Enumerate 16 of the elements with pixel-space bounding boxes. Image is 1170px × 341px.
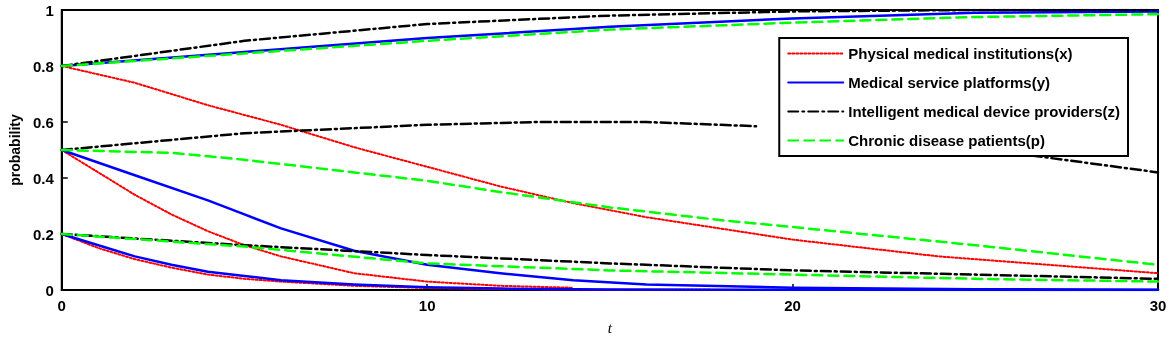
x-tick-label: 0 bbox=[57, 297, 66, 314]
legend-label: Intelligent medical device providers(z) bbox=[848, 103, 1121, 120]
y-tick-label: 0.4 bbox=[32, 169, 55, 187]
legend-label: Chronic disease patients(p) bbox=[848, 132, 1045, 149]
x-tick-label: 30 bbox=[1149, 297, 1167, 314]
x-tick-label: 10 bbox=[418, 297, 436, 314]
x-axis-title: t bbox=[607, 319, 613, 336]
y-tick-label: 0.6 bbox=[32, 113, 54, 131]
y-tick-label: 0.2 bbox=[32, 225, 54, 243]
y-axis-title: probability bbox=[7, 114, 23, 186]
legend-label: Physical medical institutions(x) bbox=[848, 45, 1073, 62]
y-tick-label: 1 bbox=[45, 1, 54, 19]
x-tick-label: 20 bbox=[784, 297, 801, 314]
legend-label: Medical service platforms(y) bbox=[848, 74, 1051, 91]
y-tick-label: 0 bbox=[45, 281, 54, 299]
y-tick-label: 0.8 bbox=[32, 57, 54, 75]
